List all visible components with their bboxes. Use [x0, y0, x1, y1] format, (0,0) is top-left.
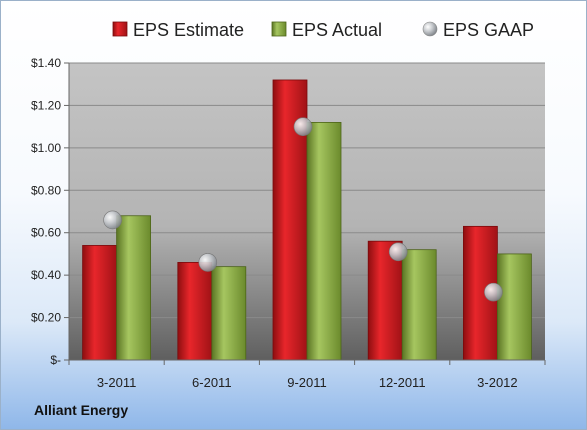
x-axis: 3-2011 6-2011 9-2011 12-2011 3-2012 — [68, 359, 546, 390]
x-tick-label: 9-2011 — [287, 375, 327, 390]
y-tick-label: $1.40 — [31, 56, 61, 70]
gaap-markers — [103, 117, 503, 302]
company-name: Alliant Energy — [34, 402, 129, 418]
marker-eps-gaap — [293, 117, 313, 136]
legend-swatch-actual — [271, 21, 287, 37]
marker-eps-gaap — [388, 242, 408, 262]
y-axis: $- $0.20 $0.40 $0.60 $0.80 $1.00 $1.20 $1.40 — [31, 56, 70, 367]
bar-eps-actual — [211, 266, 247, 361]
x-tick-label: 3-2012 — [477, 375, 517, 390]
x-tick-label: 6-2011 — [192, 375, 232, 390]
y-tick-label: $0.20 — [31, 311, 61, 325]
legend: EPS Estimate EPS Actual EPS GAAP — [112, 20, 534, 40]
y-tick-label: $0.40 — [31, 268, 61, 282]
bar-eps-actual — [496, 253, 532, 361]
y-tick-label: $0.80 — [31, 183, 61, 197]
legend-label: EPS GAAP — [443, 20, 534, 40]
bar-eps-estimate — [82, 245, 117, 361]
y-tick-label: $1.00 — [31, 141, 61, 155]
marker-eps-gaap — [198, 253, 218, 272]
y-tick-label: $- — [50, 353, 61, 367]
bar-eps-actual — [401, 249, 437, 361]
legend-swatch-estimate — [112, 21, 128, 37]
bar-eps-actual — [306, 122, 342, 361]
legend-label: EPS Actual — [292, 20, 382, 40]
y-tick-label: $0.60 — [31, 226, 61, 240]
bars — [82, 79, 532, 361]
legend-label: EPS Estimate — [133, 20, 244, 40]
y-tick-label: $1.20 — [31, 98, 61, 112]
x-tick-label: 3-2011 — [97, 375, 137, 390]
marker-eps-gaap — [484, 282, 503, 302]
bar-eps-estimate — [177, 262, 213, 361]
legend-swatch-gaap — [422, 21, 438, 37]
bar-eps-actual — [116, 215, 151, 361]
x-tick-label: 12-2011 — [379, 375, 426, 390]
marker-eps-gaap — [103, 210, 122, 230]
